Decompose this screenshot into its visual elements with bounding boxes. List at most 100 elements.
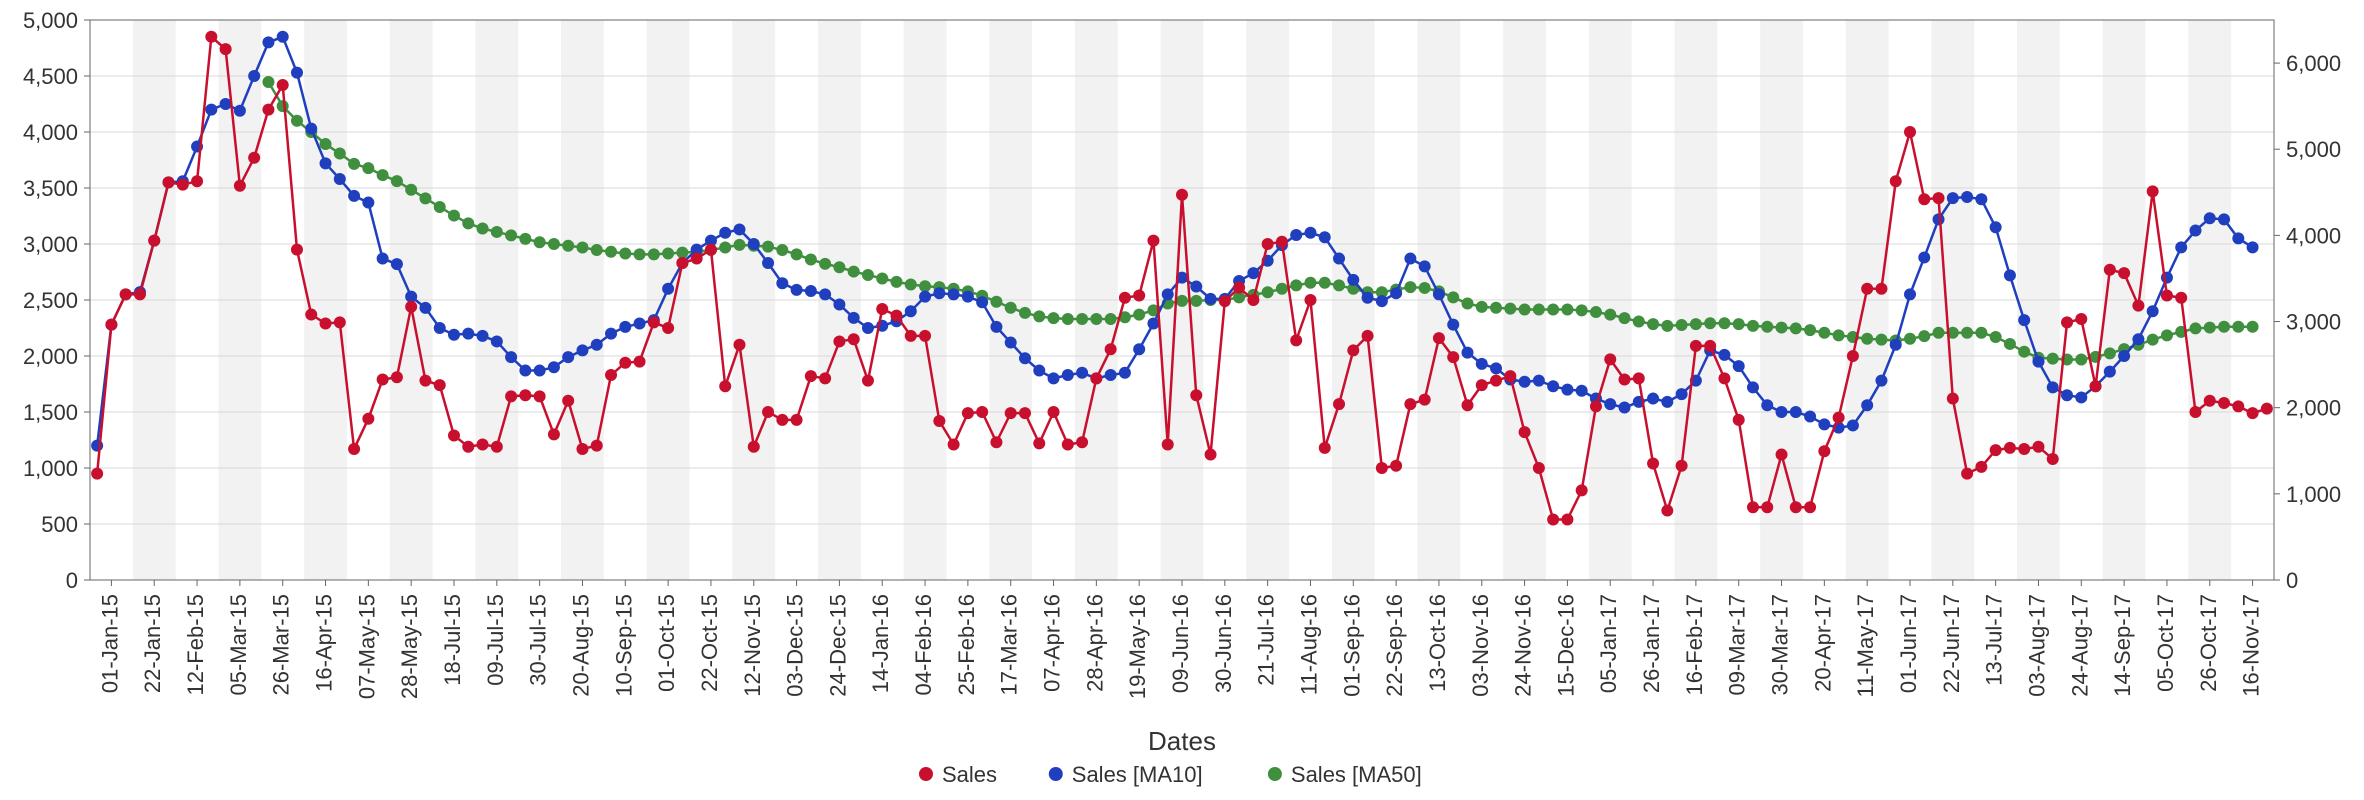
series-marker	[377, 253, 389, 265]
series-marker	[419, 192, 431, 204]
series-marker	[1604, 398, 1616, 410]
series-marker	[591, 440, 603, 452]
series-marker	[2047, 453, 2059, 465]
series-marker	[1176, 189, 1188, 201]
series-marker	[248, 70, 260, 82]
series-marker	[1304, 227, 1316, 239]
series-marker	[605, 246, 617, 258]
series-marker	[205, 31, 217, 43]
series-marker	[277, 100, 289, 112]
x-tick-label: 21-Jul-16	[1254, 594, 1279, 686]
series-marker	[905, 305, 917, 317]
series-marker	[1718, 372, 1730, 384]
y-left-tick-label: 1,000	[23, 456, 78, 481]
x-tick-label: 12-Nov-15	[740, 594, 765, 697]
series-marker	[1033, 310, 1045, 322]
series-marker	[320, 157, 332, 169]
series-marker	[848, 266, 860, 278]
y-left-tick-label: 0	[66, 568, 78, 593]
series-marker	[733, 239, 745, 251]
series-marker	[1519, 376, 1531, 388]
series-marker	[1975, 461, 1987, 473]
series-marker	[434, 379, 446, 391]
x-tick-label: 01-Jun-17	[1896, 594, 1921, 693]
series-marker	[448, 329, 460, 341]
series-marker	[662, 283, 674, 295]
series-marker	[1176, 295, 1188, 307]
legend-label: Sales [MA10]	[1072, 762, 1203, 787]
y-left-tick-label: 2,000	[23, 344, 78, 369]
series-marker	[1576, 304, 1588, 316]
y-left-tick-label: 500	[41, 512, 78, 537]
series-marker	[2090, 380, 2102, 392]
series-marker	[205, 104, 217, 116]
series-marker	[1676, 460, 1688, 472]
series-marker	[534, 365, 546, 377]
series-marker	[2147, 185, 2159, 197]
series-marker	[2132, 333, 2144, 345]
series-marker	[105, 319, 117, 331]
series-marker	[377, 374, 389, 386]
x-tick-label: 04-Feb-16	[911, 594, 936, 696]
series-marker	[1904, 126, 1916, 138]
series-marker	[1190, 389, 1202, 401]
series-marker	[1533, 375, 1545, 387]
series-marker	[262, 76, 274, 88]
series-marker	[2218, 397, 2230, 409]
series-marker	[762, 257, 774, 269]
series-marker	[1747, 381, 1759, 393]
series-marker	[1918, 251, 1930, 263]
series-marker	[163, 176, 175, 188]
series-marker	[1390, 287, 1402, 299]
legend: SalesSales [MA10]Sales [MA50]	[919, 762, 1422, 787]
series-marker	[1918, 330, 1930, 342]
series-marker	[1147, 318, 1159, 330]
series-marker	[2047, 353, 2059, 365]
series-marker	[477, 222, 489, 234]
series-marker	[1133, 290, 1145, 302]
series-marker	[1761, 399, 1773, 411]
series-marker	[1376, 462, 1388, 474]
series-marker	[262, 36, 274, 48]
series-marker	[1404, 398, 1416, 410]
series-marker	[1747, 320, 1759, 332]
series-marker	[1419, 260, 1431, 272]
series-marker	[1347, 274, 1359, 286]
series-marker	[1162, 288, 1174, 300]
x-tick-label: 05-Oct-17	[2153, 594, 2178, 692]
x-tick-label: 11-May-17	[1853, 594, 1878, 698]
series-marker	[962, 407, 974, 419]
series-marker	[1733, 318, 1745, 330]
x-tick-label: 18-Jul-15	[440, 594, 465, 686]
series-marker	[933, 415, 945, 427]
series-marker	[634, 318, 646, 330]
legend-marker	[1268, 767, 1282, 781]
chart-svg: 05001,0001,5002,0002,5003,0003,5004,0004…	[0, 0, 2364, 800]
x-tick-label: 22-Sep-16	[1382, 594, 1407, 697]
series-marker	[2075, 313, 2087, 325]
series-marker	[548, 428, 560, 440]
series-marker	[634, 248, 646, 260]
series-marker	[2104, 366, 2116, 378]
series-marker	[919, 330, 931, 342]
series-marker	[1790, 406, 1802, 418]
series-marker	[1975, 193, 1987, 205]
x-tick-label: 24-Nov-16	[1511, 594, 1536, 697]
series-marker	[1333, 279, 1345, 291]
series-marker	[505, 229, 517, 241]
y-left-tick-label: 2,500	[23, 288, 78, 313]
series-marker	[1504, 303, 1516, 315]
series-marker	[1676, 388, 1688, 400]
series-marker	[1661, 505, 1673, 517]
series-marker	[848, 312, 860, 324]
sales-ma-chart: 05001,0001,5002,0002,5003,0003,5004,0004…	[0, 0, 2364, 800]
x-tick-label: 20-Apr-17	[1810, 594, 1835, 692]
x-tick-label: 30-Jul-15	[526, 594, 551, 686]
series-marker	[1461, 347, 1473, 359]
series-marker	[1147, 235, 1159, 247]
series-marker	[1790, 322, 1802, 334]
x-tick-label: 24-Dec-15	[825, 594, 850, 697]
series-marker	[1961, 327, 1973, 339]
series-marker	[619, 321, 631, 333]
series-marker	[819, 372, 831, 384]
